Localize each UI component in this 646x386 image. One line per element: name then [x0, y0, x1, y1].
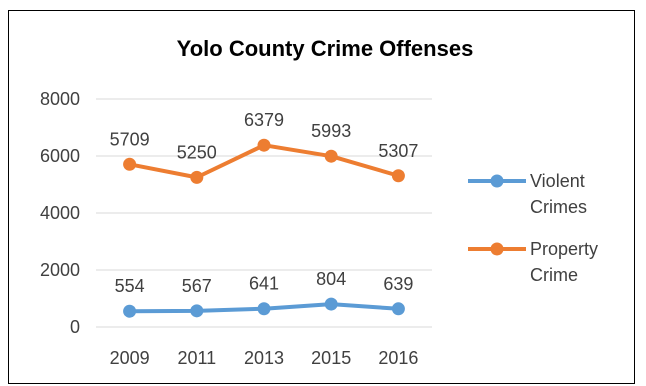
y-tick-label-6000: 6000	[40, 146, 80, 166]
legend-label-violent-crimes-0: Violent	[530, 171, 585, 191]
y-tick-label-8000: 8000	[40, 89, 80, 109]
data-point-violent-crimes-2016	[391, 302, 405, 316]
data-point-property-crime-2013	[257, 138, 271, 152]
data-label-violent-crimes-2009: 554	[115, 276, 145, 296]
data-point-property-crime-2009	[123, 157, 137, 171]
legend-label-property-crime-0: Property	[530, 239, 598, 259]
data-labels: 554 567 641 804 639 5709 5250 6379 5993 5307	[110, 110, 419, 296]
gridlines	[96, 98, 432, 328]
x-tick-label-2015: 2015	[311, 348, 351, 368]
data-point-property-crime-2011	[190, 170, 204, 184]
data-point-violent-crimes-2015	[324, 297, 338, 311]
legend-label-property-crime-1: Crime	[530, 265, 578, 285]
legend-marker-property-crime	[490, 242, 504, 256]
data-point-violent-crimes-2011	[190, 304, 204, 318]
legend: Violent Crimes Property Crime	[468, 171, 598, 285]
data-point-property-crime-2015	[324, 149, 338, 163]
y-axis-ticks: 0 2000 4000 6000 8000	[40, 89, 80, 337]
y-tick-label-0: 0	[70, 317, 80, 337]
y-tick-label-4000: 4000	[40, 203, 80, 223]
data-label-property-crime-2011: 5250	[177, 142, 217, 162]
data-label-violent-crimes-2015: 804	[316, 269, 346, 289]
data-label-violent-crimes-2016: 639	[383, 274, 413, 294]
x-tick-label-2013: 2013	[244, 348, 284, 368]
x-tick-label-2011: 2011	[177, 348, 216, 368]
data-label-violent-crimes-2013: 641	[249, 274, 279, 294]
series-layer	[123, 138, 405, 318]
data-label-property-crime-2009: 5709	[110, 129, 150, 149]
chart-frame	[8, 10, 635, 384]
y-tick-label-2000: 2000	[40, 260, 80, 280]
legend-label-violent-crimes-1: Crimes	[530, 197, 587, 217]
data-point-violent-crimes-2009	[123, 304, 137, 318]
data-label-property-crime-2016: 5307	[378, 141, 418, 161]
x-tick-label-2009: 2009	[110, 348, 150, 368]
chart-title: Yolo County Crime Offenses	[177, 36, 474, 61]
data-point-property-crime-2016	[391, 169, 405, 183]
data-point-violent-crimes-2013	[257, 302, 271, 316]
x-tick-label-2016: 2016	[378, 348, 418, 368]
data-label-violent-crimes-2011: 567	[182, 276, 212, 296]
x-axis-ticks: 2009 2011 2013 2015 2016	[110, 348, 419, 368]
data-label-property-crime-2013: 6379	[244, 110, 284, 130]
legend-marker-violent-crimes	[490, 174, 504, 188]
data-label-property-crime-2015: 5993	[311, 121, 351, 141]
